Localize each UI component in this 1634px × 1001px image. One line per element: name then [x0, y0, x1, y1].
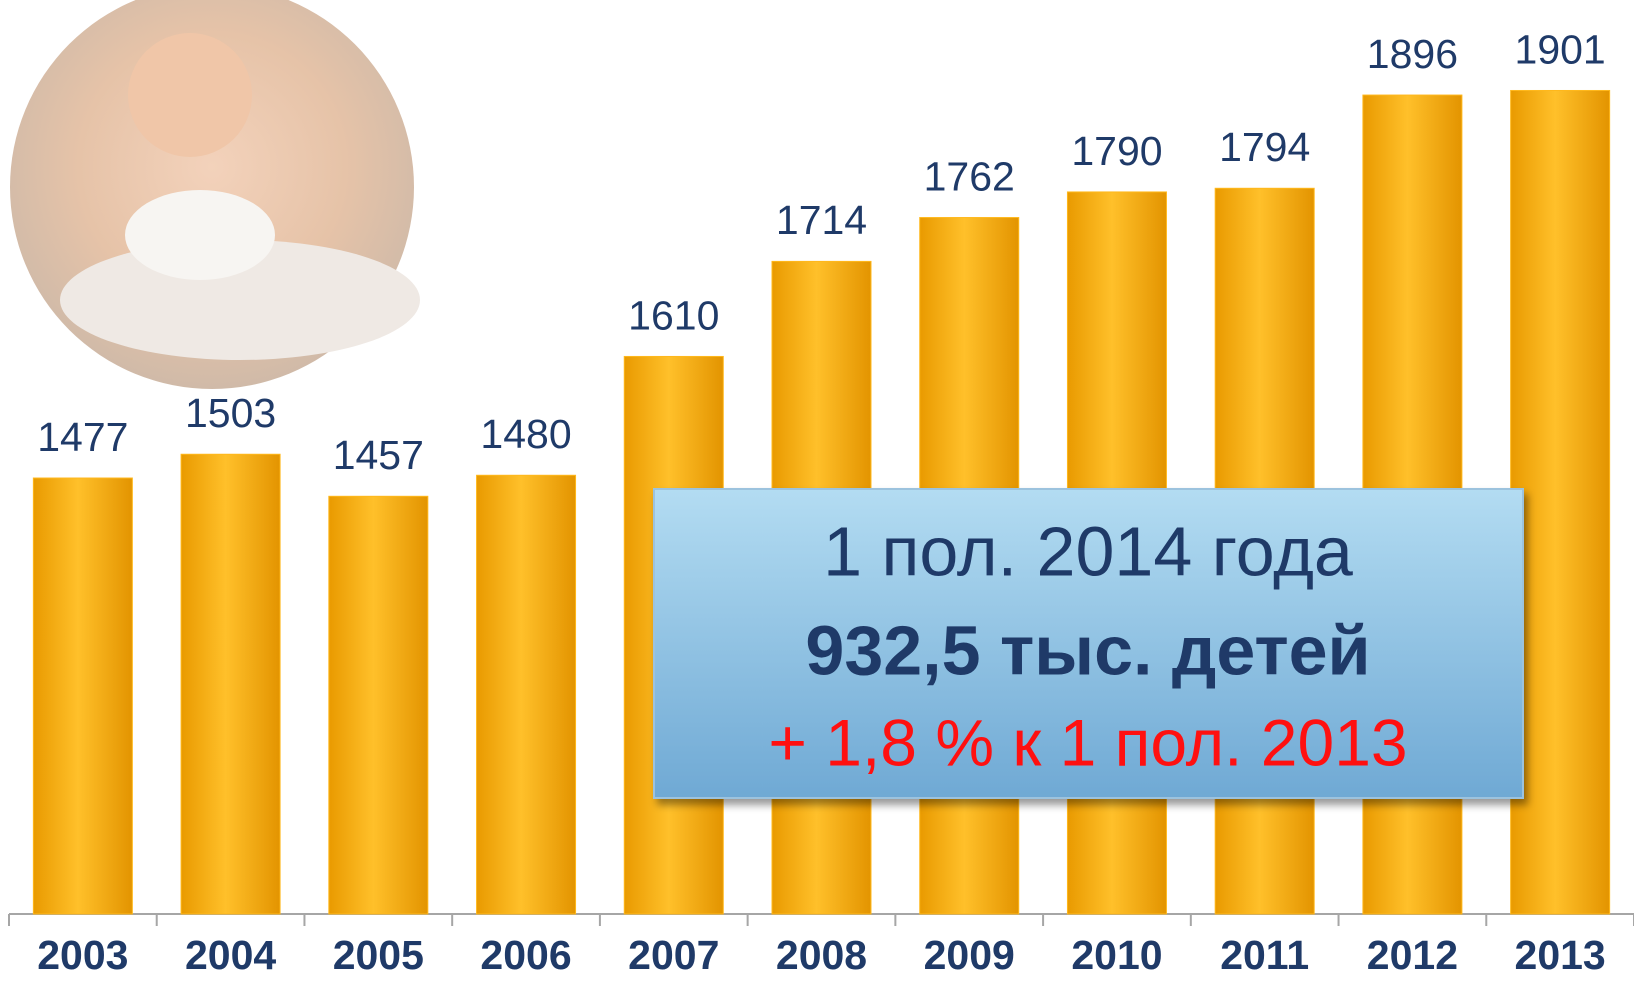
x-tick-label: 2003 — [37, 932, 128, 978]
callout — [653, 488, 1524, 799]
callout-line: + 1,8 % к 1 пол. 2013 — [768, 705, 1407, 779]
value-label: 1457 — [333, 432, 424, 478]
value-label: 1790 — [1071, 128, 1162, 174]
value-label: 1477 — [37, 414, 128, 460]
callout-line: 932,5 тыс. детей — [805, 611, 1370, 689]
x-tick-label: 2010 — [1071, 932, 1162, 978]
value-label: 1610 — [628, 292, 719, 338]
value-label: 1762 — [924, 153, 1015, 199]
x-tick-label: 2008 — [776, 932, 867, 978]
x-tick-label: 2012 — [1367, 932, 1458, 978]
x-tick-label: 2007 — [628, 932, 719, 978]
bar — [328, 495, 429, 915]
x-tick-label: 2006 — [480, 932, 571, 978]
value-label: 1901 — [1515, 26, 1606, 72]
value-label: 1714 — [776, 197, 867, 243]
x-tick-label: 2004 — [185, 932, 276, 978]
callout-line: 1 пол. 2014 года — [823, 512, 1353, 590]
bar — [1510, 89, 1611, 915]
value-label: 1896 — [1367, 31, 1458, 77]
bar — [32, 477, 133, 915]
x-tick-label: 2011 — [1220, 932, 1309, 978]
value-label: 1480 — [480, 411, 571, 457]
x-tick-label: 2005 — [333, 932, 424, 978]
value-label: 1794 — [1219, 124, 1310, 170]
photo — [10, 0, 420, 389]
bar — [476, 474, 577, 915]
value-label: 1503 — [185, 390, 276, 436]
bar — [180, 453, 281, 915]
x-tick-label: 2009 — [924, 932, 1015, 978]
x-tick-label: 2013 — [1515, 932, 1606, 978]
